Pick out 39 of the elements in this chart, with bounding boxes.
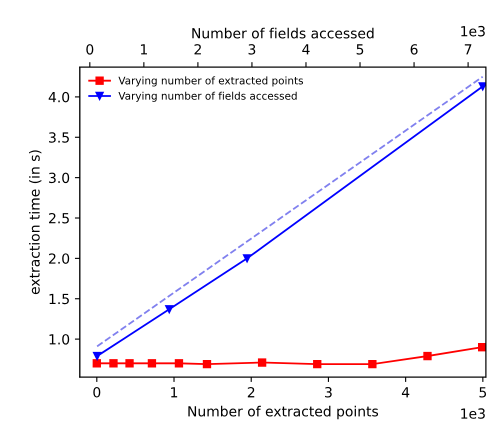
text: 1e3 xyxy=(461,408,485,419)
x-tick-label: 0 xyxy=(93,387,100,398)
point xyxy=(125,359,134,368)
text: 1e3 xyxy=(461,26,485,36)
point xyxy=(313,360,322,368)
legend-label: Varying number of fields accessed xyxy=(118,92,297,102)
x-tick-label: 1 xyxy=(171,387,178,398)
x2-axis-title: Number of fields accessed xyxy=(192,28,374,39)
x2-tick-label: 2 xyxy=(194,44,201,54)
y-tick-label: 1.5 xyxy=(50,294,69,304)
y-tick-label: 4.0 xyxy=(48,92,70,102)
y-tick-label: 3.5 xyxy=(49,132,69,143)
x2-tick-label: 5 xyxy=(356,44,364,55)
y-tick-label: 2.5 xyxy=(49,212,69,224)
x2-tick-label: 1 xyxy=(140,44,147,54)
x-tick-label: 2 xyxy=(248,387,254,398)
point xyxy=(92,359,101,368)
x2-tick-label: 7 xyxy=(464,44,472,54)
point xyxy=(478,343,486,352)
y-tick-label: 2.0 xyxy=(49,253,70,264)
x-axis-title: Number of extracted points xyxy=(188,406,378,420)
point xyxy=(368,360,377,368)
y-tick-label: 1.0 xyxy=(50,334,70,345)
x2-tick-label: 0 xyxy=(86,44,94,55)
y-axis-title: extraction time (in s) xyxy=(29,150,42,294)
point xyxy=(423,352,432,360)
x-tick-label: 3 xyxy=(325,387,332,398)
x2-tick-label: 4 xyxy=(302,44,310,54)
point xyxy=(174,359,184,368)
x-tick-label: 4 xyxy=(402,387,410,398)
point xyxy=(202,360,212,368)
x-tick-label: 5 xyxy=(480,387,486,398)
point xyxy=(148,359,156,368)
point xyxy=(258,358,266,367)
x2-tick-label: 6 xyxy=(410,44,418,55)
point xyxy=(109,359,118,368)
x2-tick-label: 3 xyxy=(248,44,256,55)
legend-label: Varying number of extracted points xyxy=(118,76,304,86)
y-tick-label: 3.0 xyxy=(49,172,70,184)
